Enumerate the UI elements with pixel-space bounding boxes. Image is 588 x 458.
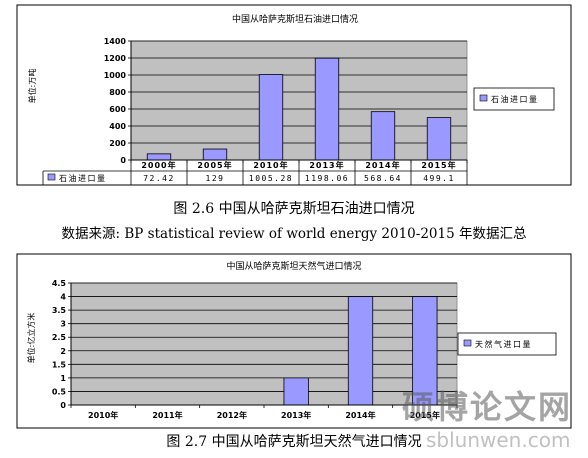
x-tick-label: 2005年: [197, 160, 232, 170]
y-tick-label: 0: [60, 401, 66, 410]
x-tick-label: 2014年: [365, 160, 400, 170]
chart1-legend-label: 石油进口量: [491, 94, 539, 104]
x-tick-label: 2013年: [281, 410, 311, 420]
chart1-plot-area: 0 200 400 600 800 1000 1200 1400: [104, 37, 468, 165]
chart2-plot-area: 0 0.5 1 1.5 2 2.5 3 3.5 4 4.5 2010年 2011年 2012年 2013年…: [52, 279, 458, 420]
x-tick-label: 2010年: [88, 410, 118, 420]
x-tick-label: 2014年: [345, 410, 375, 420]
y-tick-label: 0.5: [52, 387, 67, 396]
y-tick-label: 800: [109, 88, 126, 97]
y-tick-label: 0: [120, 156, 126, 165]
y-tick-label: 1000: [104, 71, 127, 80]
y-tick-label: 3.5: [52, 306, 67, 315]
chart2-legend-swatch: [463, 339, 472, 347]
y-tick-label: 1400: [104, 37, 127, 46]
x-tick-label: 2000年: [141, 160, 176, 170]
x-tick-label: 2015年: [410, 410, 440, 420]
bar: [146, 153, 172, 161]
y-tick-label: 2.5: [52, 333, 67, 342]
data-source-note: 数据来源: BP statistical review of world ene…: [61, 226, 527, 242]
chart2-legend-box: [457, 332, 557, 356]
bar: [258, 74, 284, 161]
plot-background: [70, 282, 458, 406]
bar: [202, 148, 228, 161]
y-tick-label: 200: [109, 139, 126, 148]
data-label: 72.42: [143, 174, 175, 183]
y-tick-label: 4.5: [52, 279, 67, 288]
bar: [426, 117, 452, 161]
plot-background: [130, 40, 468, 161]
chart1-title: 中国从哈萨克斯坦石油进口情况: [232, 13, 358, 25]
data-label: 129: [206, 174, 225, 183]
table-legend-key: [47, 173, 56, 181]
bar: [283, 377, 309, 406]
bar: [412, 296, 438, 406]
y-tick-label: 600: [109, 105, 126, 114]
watermark-url: sblunwen.com: [426, 428, 571, 452]
chart2-legend-label: 天然气进口量: [475, 339, 532, 349]
y-tick-label: 2: [60, 347, 66, 356]
chart2-legend: 天然气进口量: [457, 332, 557, 356]
x-tick-label: 2011年: [152, 410, 182, 420]
watermark-text: 硕博论文网: [402, 388, 573, 426]
chart1-ylabel: 单位:万吨: [27, 69, 37, 104]
figure-2-6-caption: 图 2.6 中国从哈萨克斯坦石油进口情况: [173, 201, 415, 217]
data-label: 1005.28: [249, 174, 293, 183]
chart1-data-table: 石油进口量 2000年 72.42 2005年 129 2010年 1005.28 2013年…: [42, 160, 468, 185]
bar: [347, 296, 374, 406]
bar: [370, 111, 396, 161]
x-tick-label: 2015年: [421, 160, 456, 170]
y-tick-label: 3: [60, 320, 66, 329]
chart1-legend-box: [473, 87, 555, 111]
x-tick-label: 2012年: [217, 410, 247, 420]
chart1-legend-swatch: [479, 94, 488, 102]
y-tick-label: 1.5: [52, 360, 67, 369]
x-tick-label: 2013年: [309, 160, 344, 170]
chart1-legend: 石油进口量: [473, 87, 555, 111]
bar: [314, 57, 340, 161]
data-label: 1198.06: [305, 174, 349, 183]
y-tick-label: 1: [60, 374, 66, 383]
watermark: 硕博论文网 sblunwen.com: [398, 382, 586, 458]
x-tick-label: 2010年: [253, 160, 288, 170]
table-series-label: 石油进口量: [59, 173, 107, 183]
chart2-ylabel: 单位:亿立方米: [26, 313, 36, 364]
data-label: 568.64: [364, 174, 402, 183]
chart2-title: 中国从哈萨克斯坦天然气进口情况: [226, 260, 361, 272]
figure-2-7-caption: 图 2.7 中国从哈萨克斯坦天然气进口情况: [166, 434, 422, 450]
y-tick-label: 1200: [104, 54, 127, 63]
y-tick-label: 400: [109, 122, 126, 131]
data-label: 499.1: [423, 174, 455, 183]
y-tick-label: 4: [60, 293, 66, 302]
